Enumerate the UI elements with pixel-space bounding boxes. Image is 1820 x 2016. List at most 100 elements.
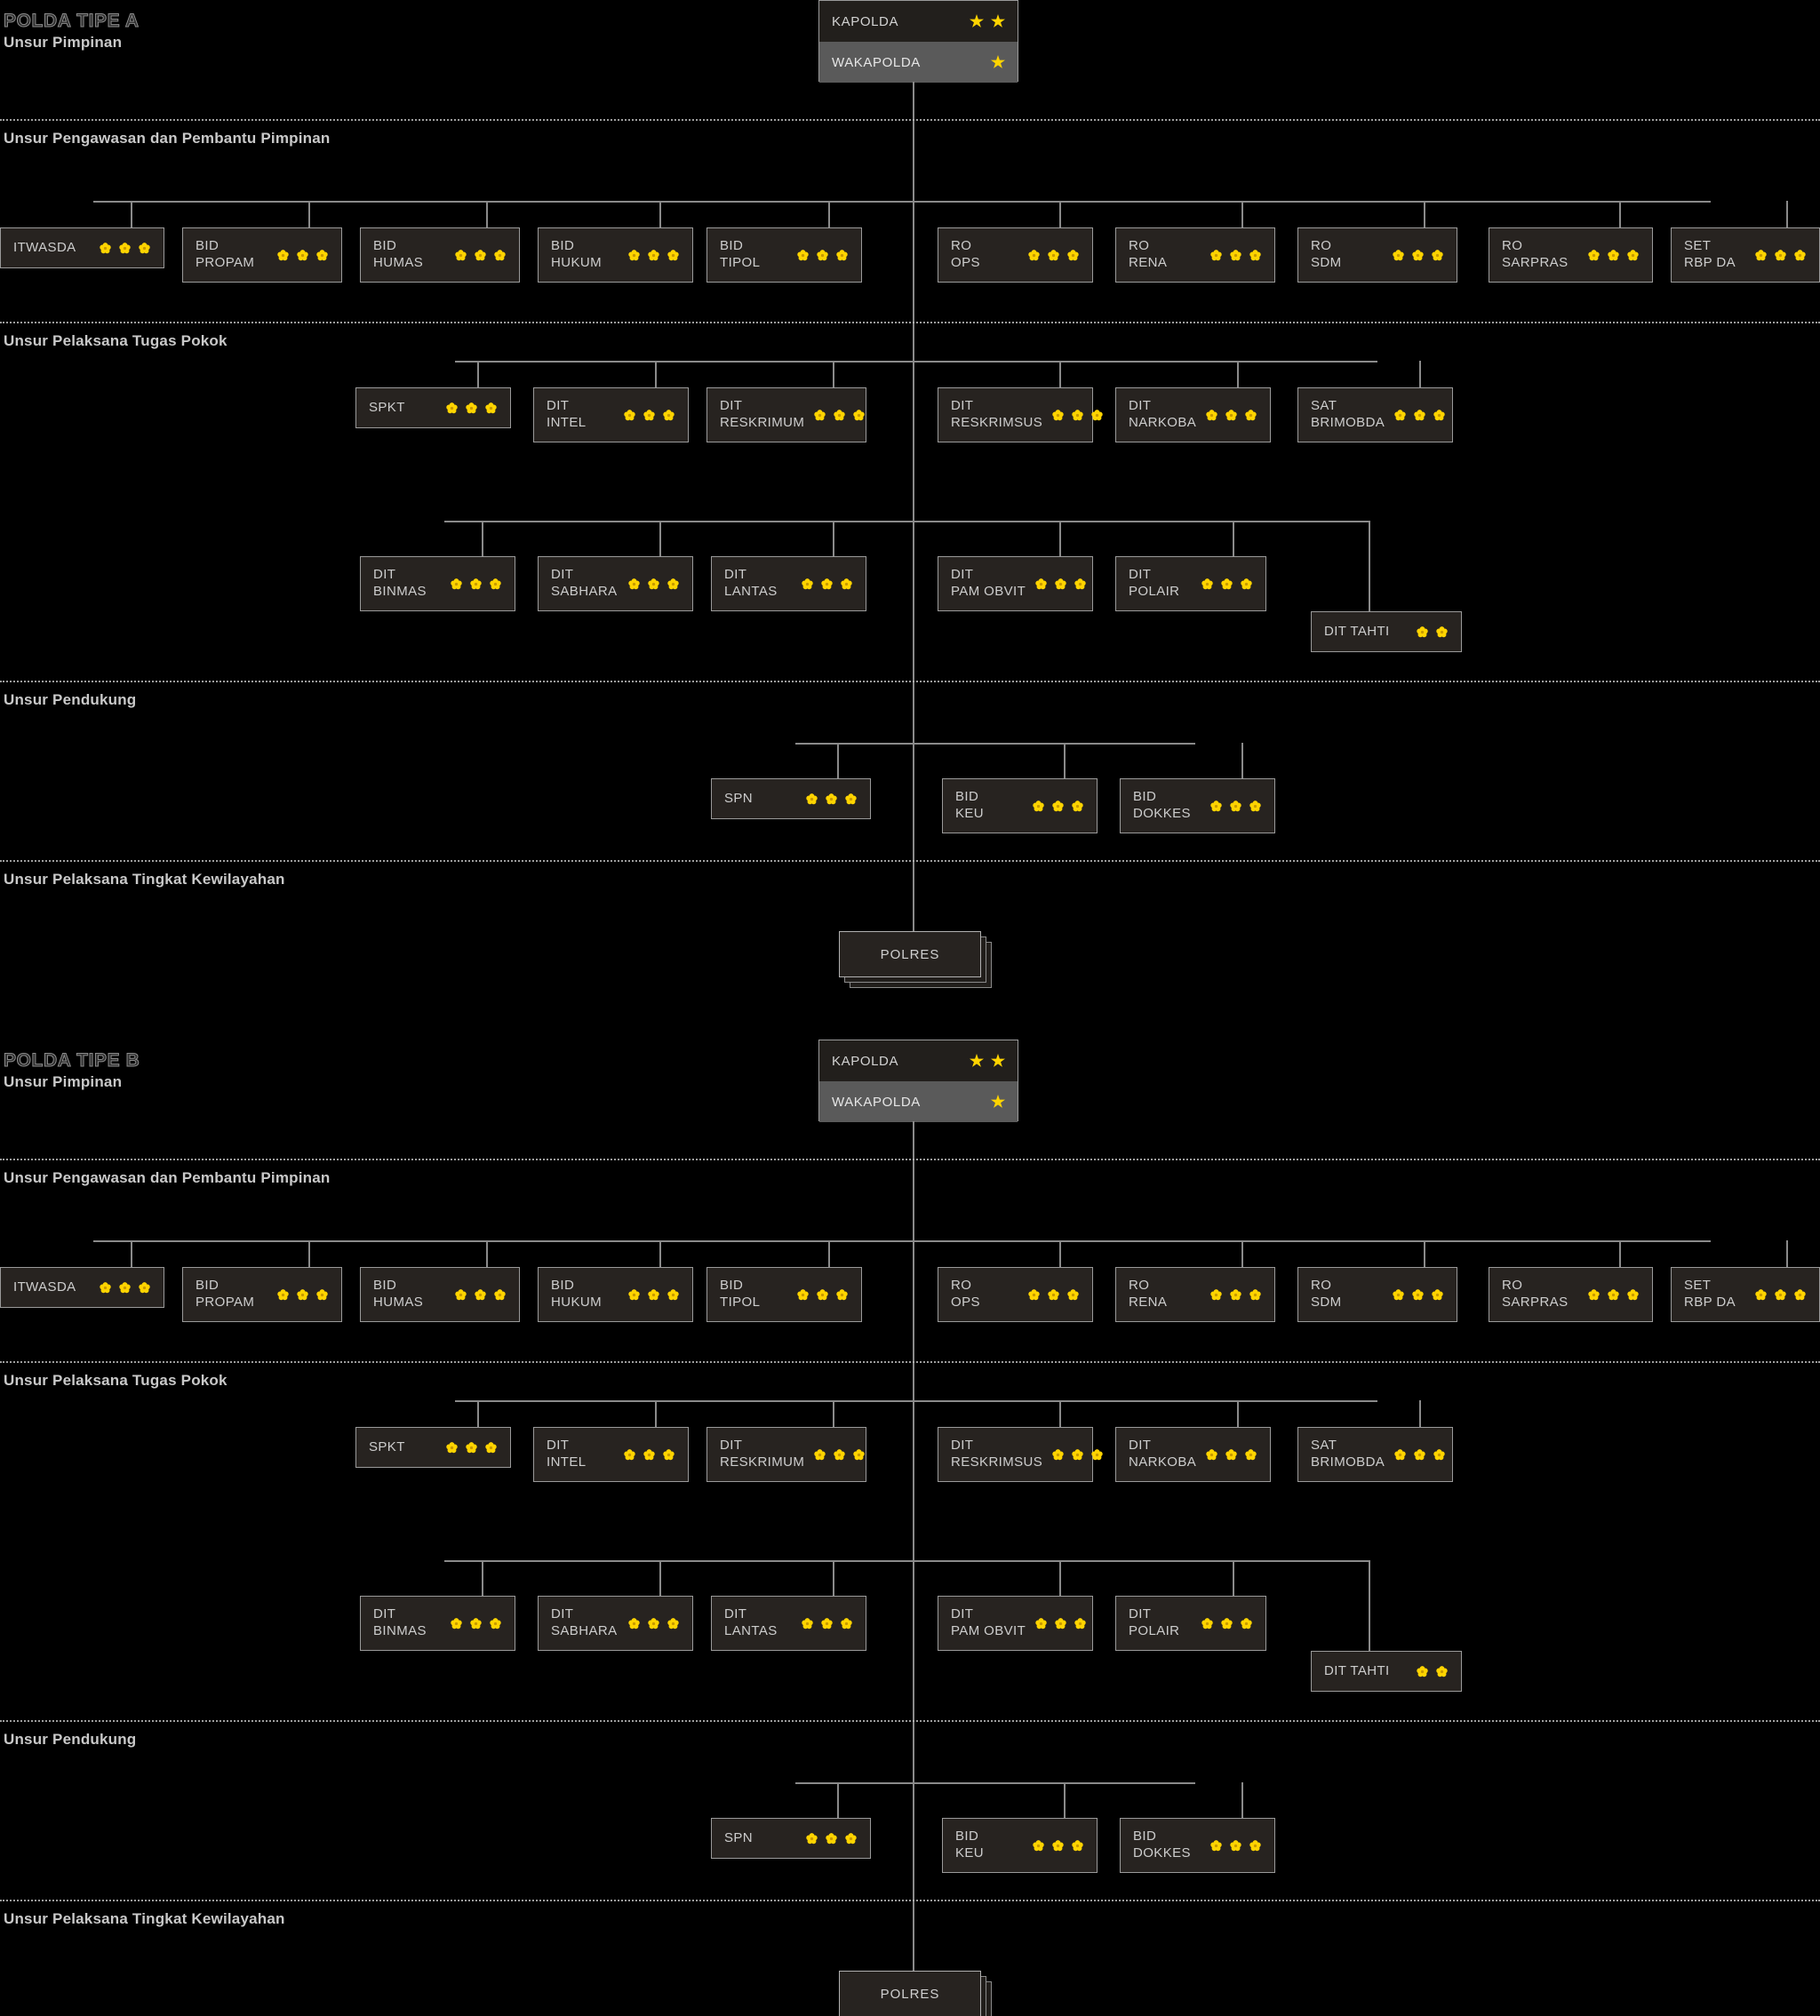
polres-stack[interactable]: POLRES xyxy=(839,1971,997,2016)
org-node-label: DIT POLAIR xyxy=(1129,567,1180,599)
org-node[interactable]: DIT INTEL xyxy=(533,387,689,442)
wakapolda-row[interactable]: WAKAPOLDA xyxy=(819,1081,1018,1122)
section-label: Unsur Pengawasan dan Pembantu Pimpinan xyxy=(4,130,331,147)
connector-line-vertical xyxy=(486,201,488,227)
melati-rosette-icon xyxy=(623,409,636,422)
section-label: Unsur Pelaksana Tingkat Kewilayahan xyxy=(4,1910,285,1927)
melati-rosette-icon xyxy=(816,249,829,262)
kapolda-row[interactable]: KAPOLDA xyxy=(819,1040,1018,1081)
melati-rosette-icon xyxy=(647,249,660,262)
kapolda-row[interactable]: KAPOLDA xyxy=(819,1,1018,42)
org-node[interactable]: BID KEU xyxy=(942,1818,1098,1873)
org-node-label: RO OPS xyxy=(951,238,980,270)
org-node-label: SET RBP DA xyxy=(1684,1278,1736,1310)
melati-rosette-icon xyxy=(99,242,112,255)
org-node-label: DIT TAHTI xyxy=(1324,1662,1390,1678)
melati-rosette-icon xyxy=(796,249,810,262)
melati-rosette-icon xyxy=(1244,1448,1257,1462)
rank-melati-group xyxy=(1383,1288,1444,1302)
org-node[interactable]: DIT NARKOBA xyxy=(1115,1427,1271,1482)
org-node[interactable]: SET RBP DA xyxy=(1671,1267,1820,1322)
connector-line-vertical xyxy=(655,361,657,387)
org-node[interactable]: BID DOKKES xyxy=(1120,1818,1275,1873)
org-node[interactable]: RO SDM xyxy=(1297,1267,1457,1322)
org-node[interactable]: DIT RESKRIMSUS xyxy=(938,1427,1103,1482)
rank-stars xyxy=(970,1054,1005,1068)
org-node-label: SPN xyxy=(724,1829,754,1845)
polres-label[interactable]: POLRES xyxy=(839,931,981,977)
org-node[interactable]: SPN xyxy=(711,1818,871,1859)
org-node[interactable]: BID KEU xyxy=(942,778,1098,833)
melati-rosette-icon xyxy=(813,409,826,422)
org-node[interactable]: DIT LANTAS xyxy=(711,556,866,611)
melati-rosette-icon xyxy=(627,249,641,262)
melati-rosette-icon xyxy=(315,249,329,262)
org-node[interactable]: SPKT xyxy=(355,387,511,428)
org-node[interactable]: DIT TAHTI xyxy=(1311,611,1462,652)
org-node[interactable]: BID HUMAS xyxy=(360,227,520,283)
org-node[interactable]: ITWASDA xyxy=(0,1267,164,1308)
org-node[interactable]: BID HUKUM xyxy=(538,227,693,283)
org-node[interactable]: RO RENA xyxy=(1115,227,1275,283)
melati-rosette-icon xyxy=(489,1617,502,1630)
melati-rosette-icon xyxy=(474,249,487,262)
polres-stack[interactable]: POLRES xyxy=(839,931,997,993)
org-node[interactable]: RO OPS xyxy=(938,227,1093,283)
org-node[interactable]: SAT BRIMOBDA xyxy=(1297,387,1453,442)
rank-melati-group xyxy=(1026,578,1087,591)
connector-line-vertical xyxy=(837,1782,839,1818)
melati-rosette-icon xyxy=(840,1617,853,1630)
org-node-label: DIT PAM OBVIT xyxy=(951,1606,1026,1638)
org-node[interactable]: SET RBP DA xyxy=(1671,227,1820,283)
melati-rosette-icon xyxy=(662,409,675,422)
rank-melati-group xyxy=(619,1288,680,1302)
org-node-label: SAT BRIMOBDA xyxy=(1311,1438,1385,1470)
melati-rosette-icon xyxy=(643,409,656,422)
melati-rosette-icon xyxy=(138,242,151,255)
org-node[interactable]: BID DOKKES xyxy=(1120,778,1275,833)
org-node[interactable]: BID TIPOL xyxy=(706,1267,862,1322)
rank-melati-group xyxy=(619,1617,680,1630)
org-node[interactable]: DIT RESKRIMUM xyxy=(706,387,866,442)
org-node[interactable]: DIT INTEL xyxy=(533,1427,689,1482)
connector-line-horizontal xyxy=(455,361,913,363)
org-node[interactable]: RO SARPRAS xyxy=(1489,227,1653,283)
org-node[interactable]: DIT RESKRIMSUS xyxy=(938,387,1103,442)
wakapolda-row[interactable]: WAKAPOLDA xyxy=(819,42,1018,83)
melati-rosette-icon xyxy=(667,578,680,591)
org-node[interactable]: DIT LANTAS xyxy=(711,1596,866,1651)
org-node[interactable]: BID PROPAM xyxy=(182,1267,342,1322)
connector-line-vertical xyxy=(1064,1782,1066,1818)
org-node[interactable]: SAT BRIMOBDA xyxy=(1297,1427,1453,1482)
org-node-label: SET RBP DA xyxy=(1684,238,1736,270)
polres-label[interactable]: POLRES xyxy=(839,1971,981,2016)
org-node[interactable]: ITWASDA xyxy=(0,227,164,268)
org-node[interactable]: BID TIPOL xyxy=(706,227,862,283)
org-node[interactable]: DIT PAM OBVIT xyxy=(938,556,1093,611)
org-node[interactable]: DIT SABHARA xyxy=(538,1596,693,1651)
org-node[interactable]: DIT SABHARA xyxy=(538,556,693,611)
org-node[interactable]: RO SDM xyxy=(1297,227,1457,283)
org-node[interactable]: BID HUMAS xyxy=(360,1267,520,1322)
org-node[interactable]: SPN xyxy=(711,778,871,819)
org-node[interactable]: SPKT xyxy=(355,1427,511,1468)
section-label: Unsur Pimpinan xyxy=(4,1073,123,1090)
org-node[interactable]: DIT RESKRIMUM xyxy=(706,1427,866,1482)
org-node-label: BID DOKKES xyxy=(1133,1829,1191,1861)
connector-line-vertical xyxy=(1064,743,1066,778)
org-node[interactable]: BID HUKUM xyxy=(538,1267,693,1322)
org-node[interactable]: DIT BINMAS xyxy=(360,556,515,611)
org-node[interactable]: RO OPS xyxy=(938,1267,1093,1322)
org-node[interactable]: DIT POLAIR xyxy=(1115,556,1266,611)
org-node[interactable]: RO RENA xyxy=(1115,1267,1275,1322)
org-node[interactable]: DIT NARKOBA xyxy=(1115,387,1271,442)
org-node[interactable]: DIT BINMAS xyxy=(360,1596,515,1651)
org-node[interactable]: BID PROPAM xyxy=(182,227,342,283)
org-node[interactable]: DIT PAM OBVIT xyxy=(938,1596,1093,1651)
org-node[interactable]: DIT TAHTI xyxy=(1311,1651,1462,1692)
org-node[interactable]: RO SARPRAS xyxy=(1489,1267,1653,1322)
connector-line-horizontal xyxy=(913,743,1195,745)
melati-rosette-icon xyxy=(450,578,463,591)
connector-line-vertical xyxy=(833,1560,834,1596)
org-node[interactable]: DIT POLAIR xyxy=(1115,1596,1266,1651)
